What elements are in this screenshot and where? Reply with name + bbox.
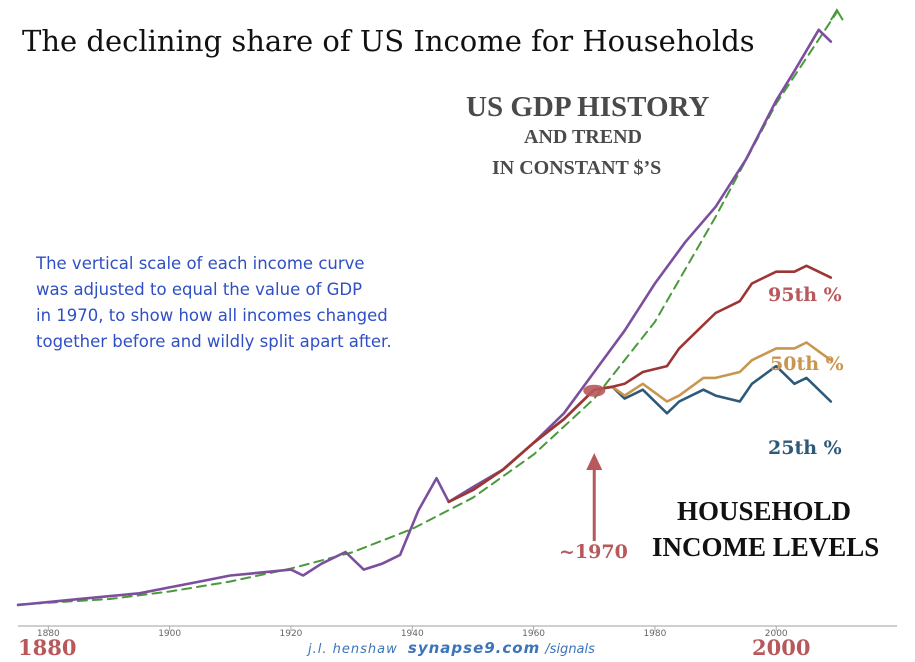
gdp-heading-line2: AND TREND	[524, 126, 642, 148]
marker-1970-label: ~1970	[559, 541, 628, 563]
scale-note-line: The vertical scale of each income curve	[36, 254, 365, 273]
scale-note: The vertical scale of each income curve …	[36, 251, 496, 355]
x-tick-label: 1960	[522, 629, 545, 639]
scale-note-line: was adjusted to equal the value of GDP	[36, 280, 363, 299]
series-trend-line	[17, 11, 838, 606]
credit: j.l. henshaw synapse9.com /signals	[308, 638, 595, 657]
credit-path: /signals	[545, 642, 595, 657]
gdp-heading-line1: US GDP HISTORY	[466, 91, 710, 123]
x-axis: 1880 1900 1920 1940 1960 1980 2000	[18, 625, 897, 639]
credit-site: synapse9.com	[407, 639, 541, 657]
year-start-label: 1880	[18, 635, 77, 660]
label-25th: 25th %	[768, 437, 842, 459]
gdp-heading-line3: IN CONSTANT $’S	[492, 157, 662, 179]
x-tick-label: 2000	[765, 629, 788, 639]
marker-1970-ellipse	[583, 384, 606, 397]
household-label-line2: INCOME LEVELS	[652, 532, 880, 562]
x-tick-label: 1920	[280, 629, 303, 639]
credit-author: j.l. henshaw	[308, 642, 398, 657]
x-tick-label: 1980	[643, 629, 666, 639]
trend-arrow-head	[830, 8, 844, 21]
label-95th: 95th %	[768, 284, 842, 306]
scale-note-line: together before and wildly split apart a…	[36, 332, 392, 351]
chart-title: The declining share of US Income for Hou…	[22, 24, 755, 58]
series-p95-line	[447, 264, 833, 504]
chart-lines	[16, 8, 844, 607]
marker-1970-arrow-head	[586, 453, 603, 470]
household-label-line1: HOUSEHOLD	[677, 496, 852, 526]
x-tick-label: 1900	[158, 629, 181, 639]
year-end-label: 2000	[752, 635, 811, 660]
scale-note-line: in 1970, to show how all incomes changed	[36, 306, 388, 325]
x-tick-label: 1940	[401, 629, 424, 639]
marker-1970	[583, 384, 606, 541]
label-50th: 50th %	[770, 353, 844, 375]
x-tick-label: 1880	[37, 629, 60, 639]
series-gdp-line	[16, 28, 833, 607]
